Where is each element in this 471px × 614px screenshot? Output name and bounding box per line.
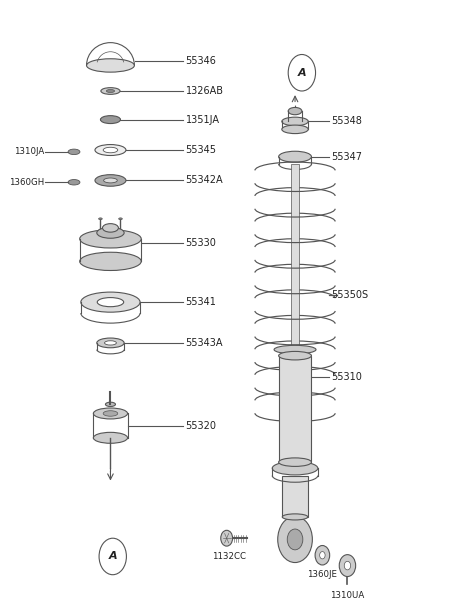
Text: 1326AB: 1326AB: [186, 86, 224, 96]
Text: 1360JE: 1360JE: [308, 570, 337, 580]
Text: 1132CC: 1132CC: [212, 551, 246, 561]
Ellipse shape: [106, 90, 114, 93]
Ellipse shape: [87, 59, 134, 72]
Ellipse shape: [103, 147, 118, 153]
Text: 55343A: 55343A: [186, 338, 223, 348]
Ellipse shape: [288, 107, 302, 115]
Text: 55345: 55345: [186, 145, 217, 155]
Text: A: A: [108, 551, 117, 561]
Ellipse shape: [100, 115, 121, 123]
Ellipse shape: [103, 223, 118, 232]
Ellipse shape: [80, 230, 141, 248]
Bar: [292, 164, 299, 389]
Text: 1351JA: 1351JA: [186, 115, 219, 125]
Text: 55350S: 55350S: [332, 290, 369, 300]
Ellipse shape: [282, 514, 308, 520]
Ellipse shape: [104, 178, 117, 183]
Ellipse shape: [105, 341, 116, 345]
Text: 55342A: 55342A: [186, 176, 223, 185]
Circle shape: [339, 554, 356, 577]
Text: 55320: 55320: [186, 421, 217, 430]
Text: A: A: [298, 68, 306, 78]
Circle shape: [221, 530, 233, 546]
Ellipse shape: [93, 408, 128, 419]
Ellipse shape: [98, 218, 102, 220]
Ellipse shape: [274, 345, 316, 354]
Ellipse shape: [279, 351, 311, 360]
Text: 1310JA: 1310JA: [14, 147, 44, 157]
Ellipse shape: [97, 338, 124, 348]
Text: 55341: 55341: [186, 297, 217, 307]
Circle shape: [278, 516, 312, 562]
Ellipse shape: [93, 432, 128, 443]
Bar: [279, 356, 311, 462]
Ellipse shape: [103, 411, 118, 416]
Text: 55347: 55347: [332, 152, 363, 161]
Ellipse shape: [282, 117, 308, 126]
Circle shape: [344, 561, 350, 570]
Text: 55348: 55348: [332, 117, 362, 126]
Ellipse shape: [81, 292, 140, 312]
Text: 1310UA: 1310UA: [330, 591, 365, 600]
Text: 55346: 55346: [186, 56, 217, 66]
Ellipse shape: [95, 144, 126, 155]
Circle shape: [287, 529, 303, 550]
Ellipse shape: [97, 227, 124, 238]
Ellipse shape: [80, 252, 141, 271]
Ellipse shape: [101, 88, 120, 95]
Ellipse shape: [119, 218, 122, 220]
Ellipse shape: [97, 298, 124, 307]
Ellipse shape: [95, 174, 126, 186]
Text: 55310: 55310: [332, 372, 362, 382]
Circle shape: [315, 545, 330, 565]
Circle shape: [320, 551, 325, 559]
Text: 1360GH: 1360GH: [9, 178, 44, 187]
Ellipse shape: [282, 125, 308, 134]
Ellipse shape: [279, 151, 311, 162]
Ellipse shape: [279, 458, 311, 467]
Ellipse shape: [68, 149, 80, 155]
Ellipse shape: [272, 462, 318, 475]
Ellipse shape: [68, 179, 80, 185]
Bar: [282, 475, 308, 517]
Text: 55330: 55330: [186, 238, 217, 248]
Ellipse shape: [106, 402, 115, 406]
